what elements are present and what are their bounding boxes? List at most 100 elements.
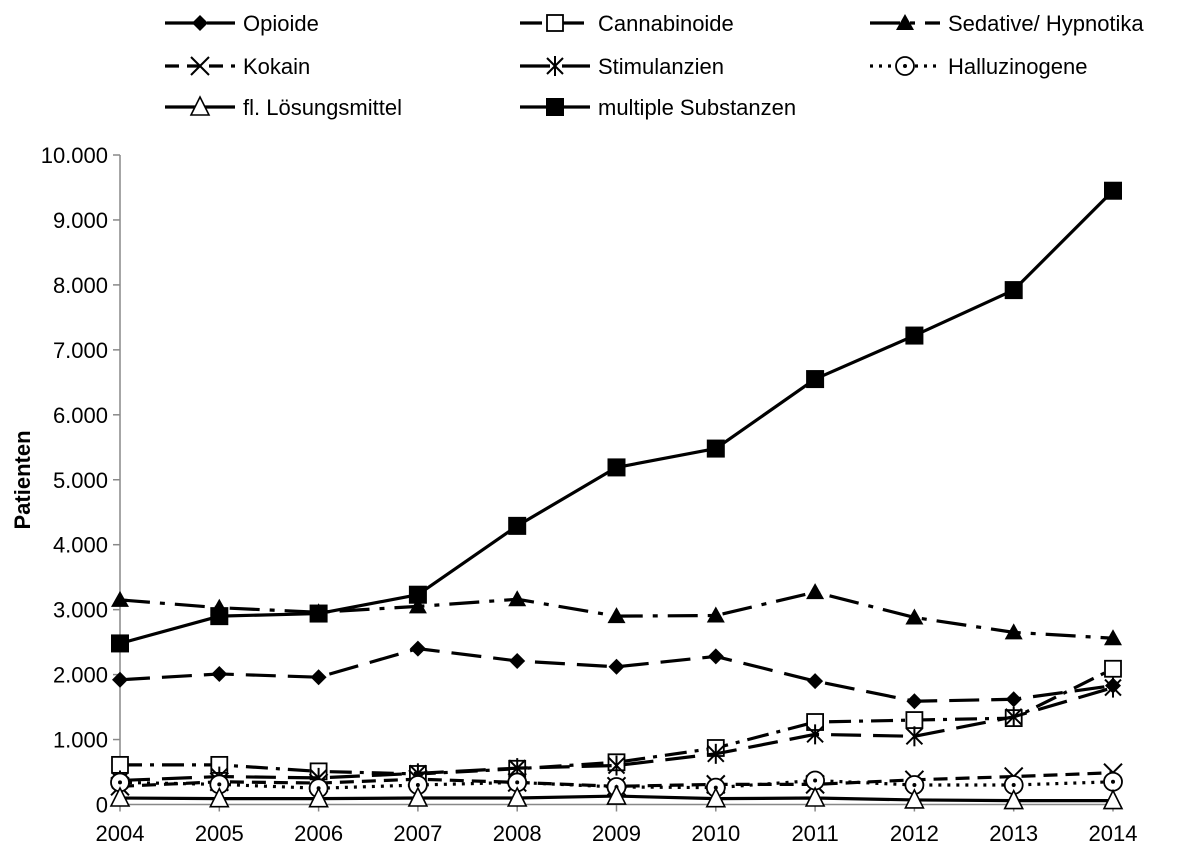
legend-label: Sedative/ Hypnotika [948, 11, 1144, 36]
data-point [706, 606, 725, 623]
data-point [508, 590, 527, 607]
x-tick-label: 2007 [393, 821, 442, 846]
data-point [1004, 623, 1023, 640]
data-point [211, 665, 228, 682]
data-point [1003, 788, 1024, 810]
data-point [310, 669, 327, 686]
data-point [210, 607, 229, 626]
series-fl-l-sungsmittel [109, 784, 1124, 810]
x-axis: 2004 2005 2006 2007 2008 2009 2010 2011 2012 2013… [96, 803, 1138, 846]
data-point [111, 590, 129, 607]
data-point [705, 786, 727, 808]
data-point [707, 648, 724, 665]
x-tick-label: 2006 [294, 821, 343, 846]
x-tick-label: 2005 [195, 821, 244, 846]
y-tick-label: 2.000 [53, 663, 108, 688]
data-point [112, 671, 128, 688]
series-line [119, 189, 1115, 645]
data-point [905, 608, 924, 625]
legend-marker [192, 15, 208, 31]
y-tick-label: 4.000 [53, 533, 108, 558]
legend-marker [189, 95, 211, 116]
data-point [1104, 629, 1122, 646]
data-point [309, 604, 328, 623]
legend-label: multiple Substanzen [598, 95, 796, 120]
data-point [209, 786, 230, 808]
y-tick-label: 8.000 [53, 273, 108, 298]
data-point [508, 516, 527, 535]
legend-item: multiple Substanzen [520, 95, 796, 120]
series-line [119, 647, 1114, 703]
data-point [806, 370, 825, 389]
legend-item: Halluzinogene [870, 54, 1087, 79]
y-tick-label: 7.000 [53, 338, 108, 363]
data-point [1104, 181, 1122, 200]
data-point [905, 326, 924, 345]
data-point [905, 711, 924, 729]
legend-item: Sedative/ Hypnotika [870, 11, 1144, 36]
legend-label: Stimulanzien [598, 54, 724, 79]
data-point [807, 673, 824, 690]
data-point [806, 583, 825, 600]
data-point [608, 658, 625, 675]
legend-marker [546, 14, 564, 32]
x-tick-label: 2012 [890, 821, 939, 846]
data-point [904, 788, 925, 809]
y-tick-label: 3.000 [53, 598, 108, 623]
data-point [1102, 788, 1124, 810]
data-point [408, 585, 427, 604]
data-point [308, 786, 329, 808]
legend-marker [895, 56, 915, 76]
data-point [706, 439, 725, 458]
legend-item: Opioide [165, 11, 319, 36]
data-point [109, 786, 131, 807]
legend-item: Kokain [165, 54, 310, 79]
legend-label: Halluzinogene [948, 54, 1087, 79]
data-point [607, 607, 626, 624]
data-point [1104, 659, 1122, 678]
data-point [1005, 691, 1022, 708]
legend: Opioide Cannabinoide Sedative/ Hypnotika Ko… [165, 11, 1144, 120]
x-tick-label: 2014 [1089, 821, 1138, 846]
data-point [805, 770, 825, 791]
y-tick-label: 0 [96, 793, 108, 818]
legend-label: Opioide [243, 11, 319, 36]
legend-item: Cannabinoide [520, 11, 734, 36]
y-axis: 0 1.000 2.000 3.000 4.000 5.000 6.000 7.000 8.00… [41, 143, 121, 818]
y-tick-label: 9.000 [53, 208, 108, 233]
legend-label: Kokain [243, 54, 310, 79]
y-tick-label: 6.000 [53, 403, 108, 428]
data-point [1103, 771, 1123, 792]
legend-marker [546, 56, 564, 76]
series-stimulanzien [111, 677, 1122, 791]
data-point [905, 726, 924, 747]
legend-marker [190, 56, 210, 76]
x-tick-label: 2009 [592, 821, 641, 846]
x-tick-label: 2008 [493, 821, 542, 846]
legend-marker [546, 98, 564, 116]
x-tick-label: 2010 [691, 821, 740, 846]
y-tick-label: 5.000 [53, 468, 108, 493]
data-point [707, 743, 725, 764]
series-sedative-hypnotika [111, 583, 1122, 646]
data-point [804, 786, 826, 807]
legend-label: fl. Lösungsmittel [243, 95, 402, 120]
data-point [906, 693, 923, 710]
series-opioide [112, 640, 1121, 710]
plot-area [109, 181, 1124, 810]
legend-label: Cannabinoide [598, 11, 734, 36]
data-point [607, 755, 626, 776]
legend-item: fl. Lösungsmittel [165, 95, 402, 120]
legend-item: Stimulanzien [520, 54, 724, 79]
y-tick-label: 10.000 [41, 143, 108, 168]
data-point [408, 597, 427, 614]
data-point [1004, 281, 1023, 300]
y-tick-label: 1.000 [53, 728, 108, 753]
data-point [111, 634, 129, 653]
x-tick-label: 2011 [791, 821, 838, 846]
x-tick-label: 2013 [989, 821, 1038, 846]
x-ticks: 2004 2005 2006 2007 2008 2009 2010 2011 2012 2013… [96, 804, 1138, 846]
data-point [1004, 706, 1023, 727]
y-ticks: 0 1.000 2.000 3.000 4.000 5.000 6.000 7.000 8.00… [41, 143, 120, 818]
